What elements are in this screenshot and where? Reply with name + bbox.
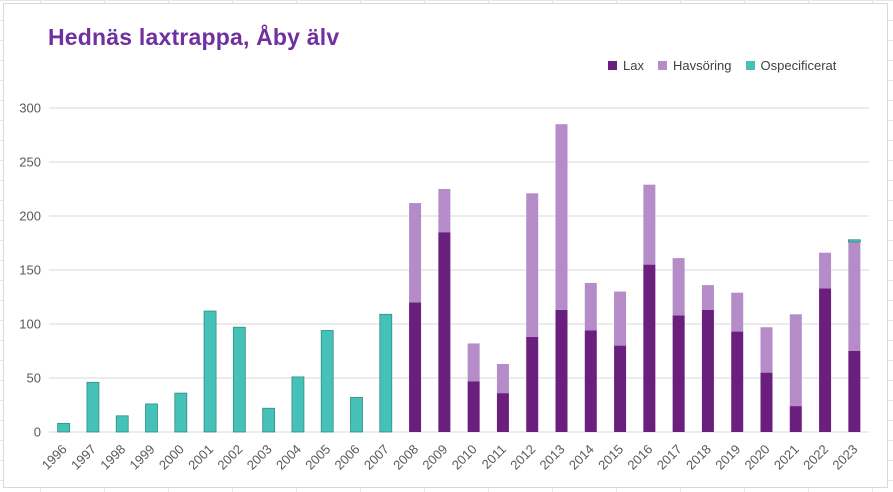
x-tick-label-2015: 2015: [595, 442, 626, 473]
x-tick-label-2002: 2002: [214, 442, 245, 473]
bar-ospecificerat-2023: [847, 239, 861, 243]
x-tick-label-2007: 2007: [361, 442, 392, 473]
bar-ospecificerat-1996: [57, 422, 71, 433]
x-tick-label-2018: 2018: [683, 442, 714, 473]
bar-havs-ring-2017: [672, 258, 685, 316]
bar-ospecificerat-1998: [115, 415, 129, 433]
x-tick-label-2011: 2011: [479, 442, 509, 472]
bar-ospecificerat-2002: [232, 326, 246, 433]
bar-havs-ring-2015: [614, 291, 627, 346]
bar-havs-ring-2021: [789, 314, 802, 407]
bar-lax-2012: [526, 336, 539, 432]
bar-ospecificerat-1997: [86, 381, 100, 433]
x-tick-label-2010: 2010: [449, 442, 480, 473]
x-tick-label-2012: 2012: [507, 442, 538, 473]
legend-item-havsoring: Havsöring: [657, 58, 732, 73]
y-tick-label-300: 300: [19, 101, 41, 116]
legend-item-ospecificerat: Ospecificerat: [745, 58, 837, 73]
x-tick-label-2013: 2013: [537, 442, 568, 473]
bar-havs-ring-2012: [526, 193, 539, 337]
bar-havs-ring-2022: [819, 252, 832, 289]
x-tick-label-1997: 1997: [68, 442, 99, 473]
legend-swatch-lax: [608, 61, 617, 70]
y-tick-label-150: 150: [19, 263, 41, 278]
legend-swatch-havsoring: [657, 61, 667, 70]
y-tick-label-0: 0: [34, 425, 41, 440]
y-tick-label-250: 250: [19, 155, 41, 170]
bar-lax-2010: [467, 381, 480, 432]
x-tick-label-2000: 2000: [156, 442, 187, 473]
chart-legend: Lax Havsöring Ospecificerat: [608, 58, 836, 73]
y-tick-label-50: 50: [27, 371, 41, 386]
bar-lax-2021: [789, 406, 802, 432]
bar-havs-ring-2009: [438, 189, 451, 233]
chart-area[interactable]: Hednäs laxtrappa, Åby älv Lax Havsöring …: [3, 3, 888, 488]
plot-svg: 0501001502002503001996199719981999200020…: [19, 101, 869, 473]
bar-lax-2018: [701, 309, 714, 432]
bar-havs-ring-2023: [848, 241, 861, 351]
x-tick-label-2023: 2023: [829, 442, 860, 473]
legend-item-lax: Lax: [608, 58, 644, 73]
bar-havs-ring-2011: [496, 363, 509, 394]
x-tick-label-2006: 2006: [332, 442, 363, 473]
bar-lax-2014: [584, 330, 597, 432]
x-tick-label-2020: 2020: [742, 442, 773, 473]
bar-ospecificerat-2005: [320, 330, 334, 433]
bar-havs-ring-2010: [467, 343, 480, 382]
bar-lax-2008: [409, 302, 422, 432]
bar-lax-2009: [438, 232, 451, 432]
y-tick-label-200: 200: [19, 209, 41, 224]
bar-havs-ring-2008: [409, 203, 422, 303]
bar-havs-ring-2019: [731, 292, 744, 332]
x-tick-label-2004: 2004: [273, 442, 304, 473]
x-tick-label-1998: 1998: [97, 442, 128, 473]
x-tick-label-2022: 2022: [800, 442, 831, 473]
x-tick-label-2019: 2019: [712, 442, 743, 473]
legend-swatch-ospecificerat: [745, 61, 755, 70]
bar-havs-ring-2016: [643, 184, 656, 265]
legend-label-havsoring: Havsöring: [672, 58, 732, 73]
x-tick-label-1996: 1996: [39, 442, 70, 473]
x-tick-label-2017: 2017: [654, 442, 685, 473]
bar-lax-2022: [819, 288, 832, 432]
bar-ospecificerat-2006: [350, 397, 363, 433]
bar-lax-2023: [848, 351, 861, 432]
x-tick-label-2014: 2014: [566, 442, 597, 473]
bar-lax-2013: [555, 309, 568, 432]
x-tick-label-2001: 2001: [185, 442, 216, 473]
x-tick-label-2003: 2003: [244, 442, 275, 473]
x-tick-label-1999: 1999: [127, 442, 158, 473]
x-tick-label-2009: 2009: [419, 442, 450, 473]
chart-title: Hednäs laxtrappa, Åby älv: [48, 24, 340, 50]
x-tick-label-2021: 2021: [771, 442, 802, 473]
x-tick-label-2005: 2005: [302, 442, 333, 473]
bar-lax-2020: [760, 372, 773, 432]
bar-ospecificerat-2003: [262, 407, 276, 433]
bar-lax-2015: [614, 345, 627, 432]
x-tick-label-2008: 2008: [390, 442, 421, 473]
bar-lax-2011: [496, 393, 509, 432]
bar-havs-ring-2013: [555, 124, 568, 310]
x-tick-label-2016: 2016: [624, 442, 655, 473]
bar-ospecificerat-2004: [291, 376, 305, 433]
bar-ospecificerat-2007: [379, 313, 393, 433]
legend-label-ospecificerat: Ospecificerat: [760, 58, 837, 73]
bar-havs-ring-2018: [701, 285, 714, 310]
legend-label-lax: Lax: [623, 58, 644, 73]
y-tick-label-100: 100: [19, 317, 41, 332]
bar-havs-ring-2020: [760, 327, 773, 373]
bar-ospecificerat-1999: [145, 403, 158, 433]
bar-ospecificerat-2001: [203, 310, 217, 433]
bar-lax-2016: [643, 264, 656, 432]
bar-ospecificerat-2000: [174, 392, 188, 433]
bar-havs-ring-2014: [584, 282, 597, 331]
bar-lax-2017: [672, 315, 685, 432]
bar-lax-2019: [731, 331, 744, 432]
